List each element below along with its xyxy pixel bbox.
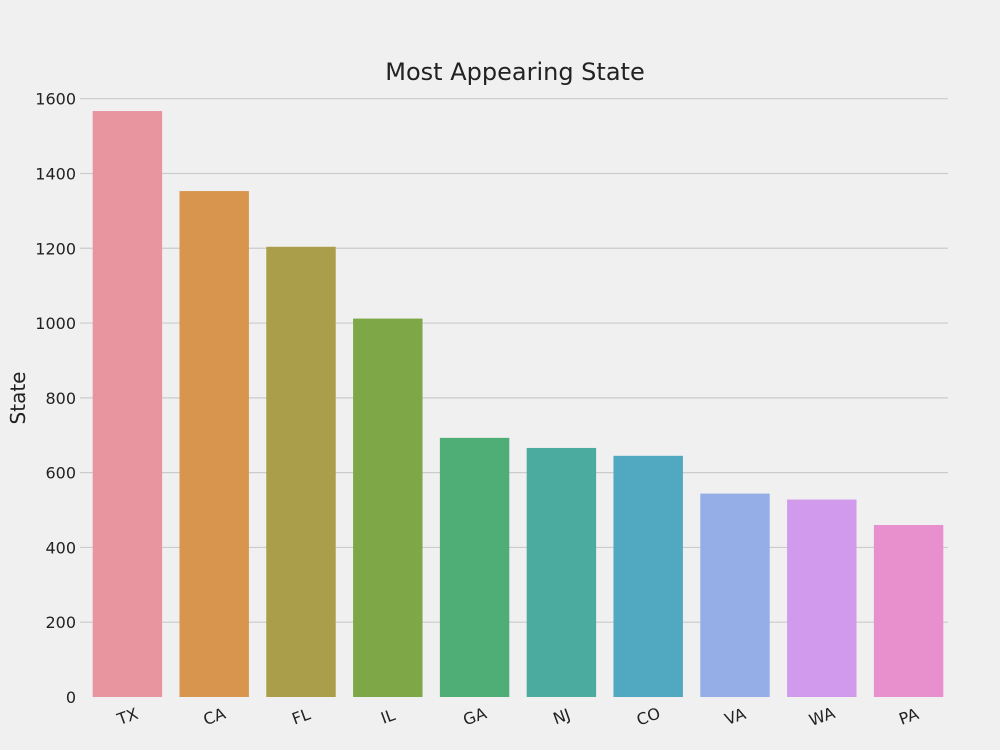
x-tick-label: GA [461,704,489,730]
y-tick-label: 1600 [35,90,76,109]
x-tick-label: WA [807,703,838,730]
y-tick-label: 800 [45,389,76,408]
y-tick-label: 600 [45,464,76,483]
y-tick-label: 200 [45,613,76,632]
x-tick-label: IL [378,705,397,728]
bar-fl [266,246,336,697]
x-tick-label: VA [722,704,748,729]
x-tick-label: TX [114,704,141,729]
y-tick-label: 400 [45,538,76,557]
x-tick-labels: TX CA FL IL GA NJ CO VA WA PA [114,703,922,730]
x-tick-label: CO [634,703,663,729]
y-tick-labels: 0 200 400 600 800 1000 1200 1400 1600 [35,90,76,707]
bar-nj [526,447,597,697]
chart-title: Most Appearing State [385,58,644,86]
x-tick-label: NJ [550,705,572,729]
y-tick-label: 1200 [35,239,76,258]
y-tick-label: 0 [66,688,76,707]
x-tick-label: CA [201,704,228,729]
bar-va [700,493,770,697]
bar-ga [439,437,510,697]
bar-tx [92,111,163,697]
bar-wa [787,499,857,697]
y-axis-label: State [6,372,30,425]
x-tick-label: PA [896,704,921,729]
y-tick-label: 1000 [35,314,76,333]
bar-co [613,455,683,697]
x-tick-label: FL [289,704,313,728]
y-tick-label: 1400 [35,164,76,183]
bar-ca [179,191,249,697]
bar-pa [873,524,944,697]
bar-il [353,318,423,697]
bars [92,111,944,697]
